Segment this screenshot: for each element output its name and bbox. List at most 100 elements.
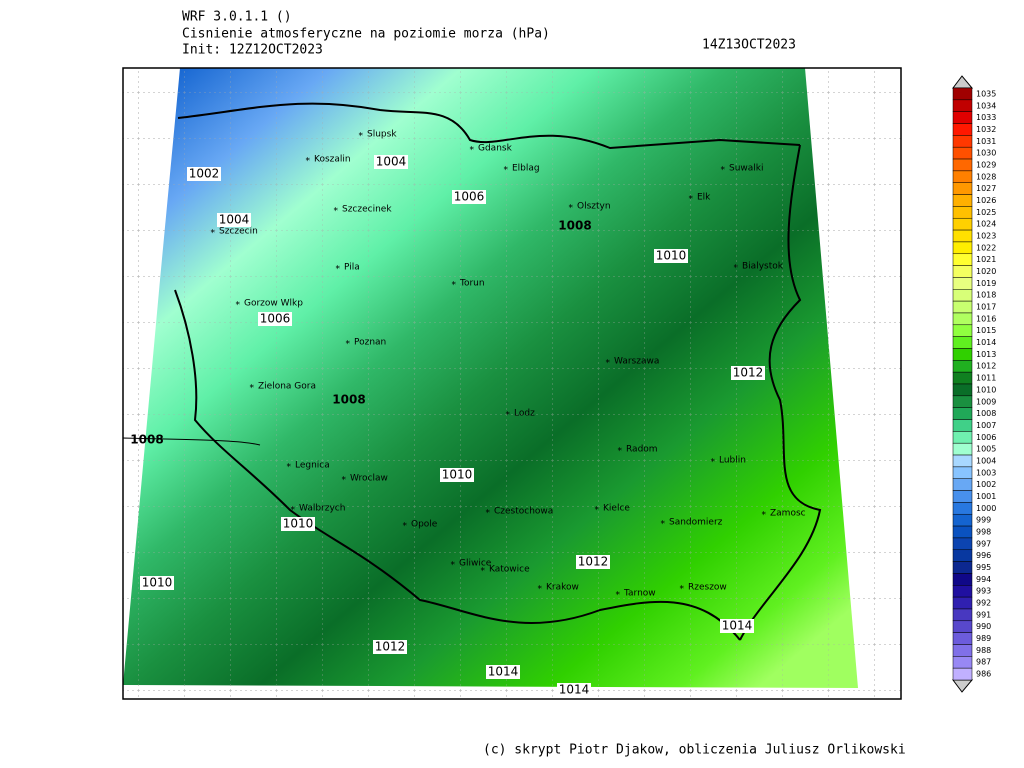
colorbar-label: 1011 bbox=[976, 374, 996, 383]
city-name: Olsztyn bbox=[577, 202, 611, 212]
colorbar-swatch bbox=[952, 217, 973, 231]
model-name: WRF 3.0.1.1 () bbox=[182, 10, 292, 25]
colorbar-label: 1017 bbox=[976, 303, 996, 312]
contour-label-box bbox=[187, 167, 221, 181]
colorbar-swatch bbox=[952, 229, 973, 243]
city-marker: * bbox=[359, 132, 364, 142]
colorbar-swatch bbox=[952, 241, 973, 255]
colorbar-label: 1006 bbox=[976, 433, 996, 442]
city-name: Szczecin bbox=[219, 227, 258, 237]
colorbar-swatch bbox=[952, 656, 973, 669]
colorbar-bottom-arrow bbox=[952, 679, 974, 693]
colorbar-swatch bbox=[952, 312, 973, 326]
city-marker: * bbox=[689, 195, 694, 205]
colorbar-label: 1032 bbox=[976, 125, 996, 134]
contour-label: 1004 bbox=[219, 213, 250, 227]
contour-label-box bbox=[731, 366, 765, 380]
contour-label-box bbox=[440, 468, 474, 482]
contour-label: 1012 bbox=[578, 555, 609, 569]
valid-time: 14Z13OCT2023 bbox=[702, 38, 796, 53]
colorbar-label: 1023 bbox=[976, 232, 996, 241]
city-name: Krakow bbox=[546, 583, 579, 593]
city-marker: * bbox=[211, 229, 216, 239]
contour-label-box bbox=[654, 249, 688, 263]
colorbar-swatch bbox=[952, 667, 973, 681]
east-border bbox=[739, 144, 822, 641]
contour-label-box bbox=[258, 312, 292, 326]
contour-label: 1010 bbox=[283, 517, 314, 531]
city-name: Torun bbox=[459, 279, 485, 289]
colorbar-label: 1016 bbox=[976, 314, 996, 323]
city-marker: * bbox=[595, 506, 600, 516]
colorbar-label: 1018 bbox=[976, 291, 996, 300]
city-name: Bialystok bbox=[742, 262, 784, 272]
city-marker: * bbox=[486, 509, 491, 519]
colorbar-label: 1022 bbox=[976, 243, 996, 252]
colorbar-swatch bbox=[952, 585, 973, 598]
city-marker: * bbox=[451, 561, 456, 571]
city-marker: * bbox=[538, 585, 543, 595]
colorbar-swatch bbox=[952, 253, 973, 266]
city-name: Elblag bbox=[512, 164, 540, 174]
colorbar-swatch bbox=[952, 549, 973, 562]
colorbar-swatch bbox=[952, 513, 973, 527]
colorbar-swatch bbox=[952, 135, 973, 148]
colorbar-swatch bbox=[952, 596, 973, 610]
colorbar-label: 1004 bbox=[976, 456, 996, 465]
contour-label-box bbox=[373, 640, 407, 654]
city-name: Gorzow Wlkp bbox=[244, 299, 303, 309]
colorbar-label: 1024 bbox=[976, 220, 996, 229]
colorbar-label: 988 bbox=[976, 646, 991, 655]
colorbar-swatch bbox=[952, 608, 973, 622]
contour-label-box bbox=[557, 683, 591, 697]
colorbar-label: 1003 bbox=[976, 468, 996, 477]
contour-label-box bbox=[140, 576, 174, 590]
city-name: Poznan bbox=[354, 338, 386, 348]
colorbar-label: 1002 bbox=[976, 480, 996, 489]
colorbar-label: 992 bbox=[976, 599, 991, 608]
city-marker: * bbox=[470, 146, 475, 156]
colorbar-label: 1028 bbox=[976, 172, 996, 181]
colorbar-swatch bbox=[952, 300, 973, 314]
colorbar-swatch bbox=[952, 502, 973, 515]
contour-label: 1008 bbox=[130, 433, 163, 447]
colorbar-swatch bbox=[952, 277, 973, 290]
colorbar-label: 989 bbox=[976, 634, 991, 643]
colorbar-label: 996 bbox=[976, 551, 991, 560]
contour-label: 1006 bbox=[454, 190, 485, 204]
city-name: Rzeszow bbox=[688, 583, 727, 593]
city-marker: * bbox=[306, 157, 311, 167]
lat-lon-grid bbox=[123, 68, 858, 688]
borders bbox=[122, 102, 822, 641]
city-name: Lublin bbox=[719, 456, 746, 466]
colorbar-swatch bbox=[952, 99, 973, 112]
city-name: Legnica bbox=[295, 461, 330, 471]
city-marker: * bbox=[762, 511, 767, 521]
contour-label-box bbox=[486, 665, 520, 679]
city-name: Gliwice bbox=[459, 559, 492, 569]
colorbar-swatch bbox=[952, 431, 973, 444]
city-marker: * bbox=[569, 204, 574, 214]
colorbar-label: 1007 bbox=[976, 421, 996, 430]
colorbar-swatch bbox=[952, 419, 973, 432]
colorbar-swatch bbox=[952, 454, 973, 468]
city-marker: * bbox=[721, 166, 726, 176]
colorbar-label: 990 bbox=[976, 622, 991, 631]
colorbar-label: 1001 bbox=[976, 492, 996, 501]
city-marker: * bbox=[616, 591, 621, 601]
colorbar-top-arrow bbox=[952, 75, 974, 89]
city-name: Opole bbox=[411, 520, 438, 530]
city-marker: * bbox=[452, 281, 457, 291]
colorbar-label: 998 bbox=[976, 528, 991, 537]
contour-label: 1012 bbox=[375, 640, 406, 654]
city-name: Czestochowa bbox=[494, 507, 553, 517]
city-marker: * bbox=[606, 359, 611, 369]
colorbar-label: 1029 bbox=[976, 160, 996, 169]
contour-label: 1006 bbox=[260, 312, 291, 326]
colorbar-swatch bbox=[952, 490, 973, 503]
city-name: Warszawa bbox=[614, 357, 659, 367]
colorbar-swatch bbox=[952, 442, 973, 456]
city-name: Suwalki bbox=[729, 164, 764, 174]
city-name: Koszalin bbox=[314, 155, 351, 165]
